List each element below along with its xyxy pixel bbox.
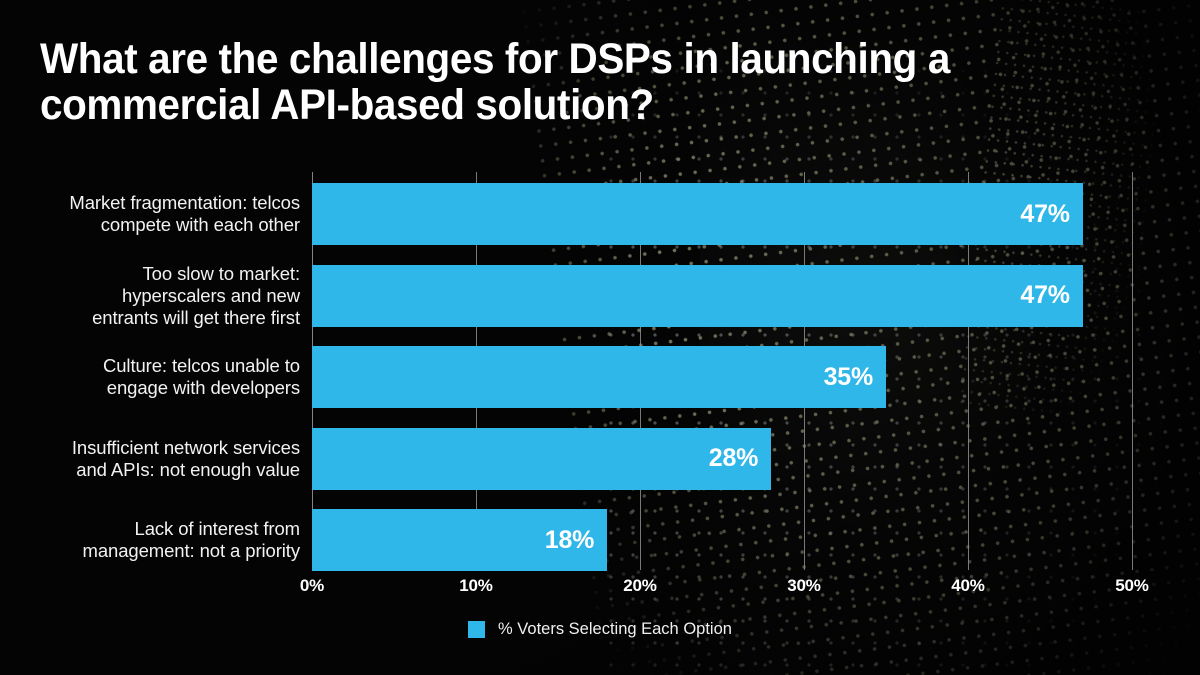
bar-value-label: 28% bbox=[708, 444, 759, 472]
bar-row[interactable]: 28% bbox=[312, 427, 1132, 490]
page-title: What are the challenges for DSPs in laun… bbox=[40, 35, 950, 129]
bar-value-label: 47% bbox=[1020, 199, 1070, 228]
bar-row[interactable]: 47% bbox=[312, 183, 1132, 245]
bar-value-label: 18% bbox=[544, 525, 595, 554]
category-label: Insufficient network services and APIs: … bbox=[71, 436, 300, 480]
category-label: Too slow to market: hyperscalers and new… bbox=[92, 262, 300, 328]
category-label: Culture: telcos unable to engage with de… bbox=[102, 355, 300, 398]
x-tick-label-40: 40% bbox=[951, 576, 985, 595]
bar[interactable]: 47% bbox=[312, 183, 1083, 245]
category-label: Lack of interest from management: not a … bbox=[82, 518, 301, 561]
bar[interactable]: 47% bbox=[312, 264, 1083, 327]
bar-row[interactable]: 18% bbox=[312, 509, 1132, 571]
legend-swatch-icon bbox=[468, 621, 486, 638]
x-tick-label-20: 20% bbox=[623, 576, 657, 595]
bar[interactable]: 18% bbox=[312, 509, 608, 571]
bar-row[interactable]: 35% bbox=[312, 346, 1132, 408]
x-tick-label-0: 0% bbox=[299, 576, 325, 595]
gridline-50 bbox=[1132, 172, 1133, 570]
x-tick-label-50: 50% bbox=[1115, 576, 1149, 595]
x-tick-label-10: 10% bbox=[459, 576, 493, 595]
bar-row[interactable]: 47% bbox=[312, 264, 1132, 327]
category-label: Market fragmentation: telcos compete wit… bbox=[69, 192, 300, 235]
legend-label: % Voters Selecting Each Option bbox=[498, 620, 732, 638]
bar-value-label: 35% bbox=[823, 362, 874, 391]
legend-item[interactable]: % Voters Selecting Each Option bbox=[468, 620, 732, 639]
x-tick-label-30: 30% bbox=[787, 576, 821, 595]
chart-legend: % Voters Selecting Each Option bbox=[0, 620, 1200, 639]
bar-value-label: 47% bbox=[1020, 281, 1070, 309]
chart-bars: 47% 47% 35% 28% 18% bbox=[312, 172, 1132, 571]
bar[interactable]: 28% bbox=[312, 427, 772, 490]
bar[interactable]: 35% bbox=[312, 346, 886, 408]
chart-category-labels: Market fragmentation: telcos compete wit… bbox=[0, 172, 300, 570]
